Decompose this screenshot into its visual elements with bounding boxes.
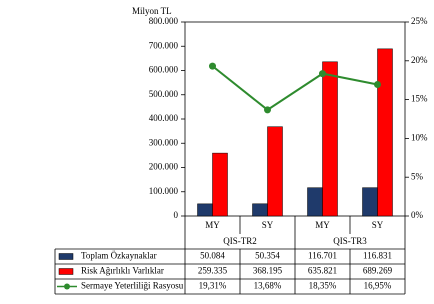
table-cell: 18,35% — [309, 281, 337, 291]
y-tick-label: 700.000 — [149, 40, 179, 50]
bar — [197, 203, 213, 217]
legend-label: Toplam Özkaynaklar — [81, 251, 157, 261]
legend-swatch — [58, 253, 74, 260]
group-label: QIS-TR3 — [333, 236, 367, 246]
y-tick-label: 100.000 — [149, 186, 179, 196]
table-cell: 50.084 — [200, 251, 225, 261]
y-tick-label: 0 — [174, 210, 179, 220]
group-label: QIS-TR2 — [223, 236, 257, 246]
y-tick-label: 600.000 — [149, 65, 179, 75]
bar — [322, 61, 338, 217]
table-cell: 19,31% — [199, 281, 227, 291]
point — [264, 106, 271, 114]
x-tick-label: MY — [205, 220, 220, 230]
y-tick-label: 300.000 — [149, 137, 179, 147]
point — [319, 70, 326, 78]
legend-swatch — [64, 283, 70, 290]
x-tick-label: SY — [372, 220, 384, 230]
bar — [307, 187, 323, 217]
table-cell: 635.821 — [308, 266, 337, 276]
bar — [377, 48, 393, 217]
table-cell: 116.701 — [308, 251, 337, 261]
table-cell: 13,68% — [254, 281, 282, 291]
table-cell: 368.195 — [253, 266, 283, 276]
y2-tick-label: 15% — [411, 94, 428, 104]
bar — [252, 203, 268, 217]
y2-tick-label: 0% — [411, 210, 424, 220]
legend-label: Risk Ağırlıklı Varlıklar — [81, 266, 164, 276]
table-cell: 16,95% — [364, 281, 392, 291]
point — [209, 62, 216, 70]
bar — [362, 187, 378, 217]
y-tick-label: 400.000 — [149, 113, 179, 123]
bar — [267, 126, 283, 217]
table-cell: 116.831 — [363, 251, 392, 261]
y2-tick-label: 25% — [411, 16, 428, 26]
y2-tick-label: 20% — [411, 55, 428, 65]
y2-tick-label: 10% — [411, 132, 428, 142]
y-axis-label: Milyon TL — [132, 6, 172, 16]
line — [211, 65, 378, 112]
table-cell: 259.335 — [198, 266, 228, 276]
legend-label: Sermaye Yeterliliği Rasyosu — [81, 281, 184, 291]
x-tick-label: MY — [315, 220, 330, 230]
y-tick-label: 500.000 — [149, 89, 179, 99]
table-cell: 689.269 — [363, 266, 393, 276]
legend-swatch — [58, 268, 74, 275]
table-cell: 50.354 — [255, 251, 280, 261]
point — [374, 80, 381, 88]
y-tick-label: 200.000 — [149, 162, 179, 172]
y-tick-label: 800.000 — [149, 16, 179, 26]
x-tick-label: SY — [262, 220, 274, 230]
y2-tick-label: 5% — [411, 171, 424, 181]
bar — [212, 152, 228, 217]
